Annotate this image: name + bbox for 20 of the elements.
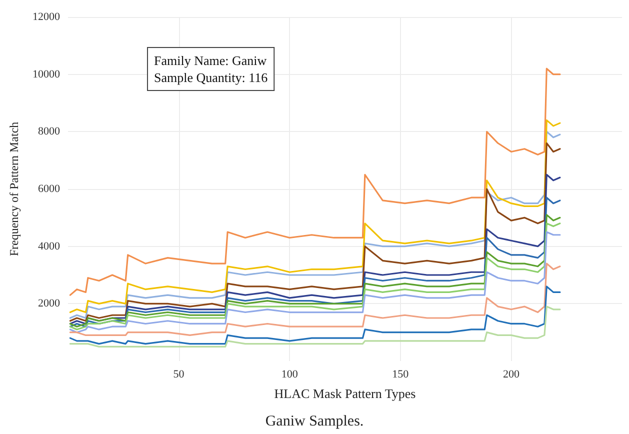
y-tick-label: 8000 (38, 126, 60, 138)
annotation: Family Name: Ganiw (154, 53, 268, 68)
y-tick-label: 2000 (38, 298, 60, 310)
x-tick-label: 150 (392, 368, 410, 380)
text: Ganiw Samples. (265, 414, 364, 430)
y-tick-label: 10000 (32, 68, 60, 80)
line-series (69, 68, 561, 296)
y-tick-label: 6000 (38, 183, 60, 195)
y-tick-label: 12000 (32, 11, 60, 23)
x-tick-label: 50 (173, 368, 185, 380)
line-series (69, 306, 561, 348)
line-series (69, 174, 561, 325)
line-series (69, 286, 561, 345)
line-series (69, 262, 561, 336)
y-tick-label: 4000 (38, 240, 60, 252)
y-axis-title: Frequency of Pattern Match (7, 122, 21, 256)
x-tick-label: 100 (281, 368, 298, 380)
x-axis-title: HLAC Mask Pattern Types (274, 386, 416, 401)
annotation: Sample Quantity: 116 (154, 70, 268, 85)
x-tick-label: 200 (502, 368, 520, 380)
